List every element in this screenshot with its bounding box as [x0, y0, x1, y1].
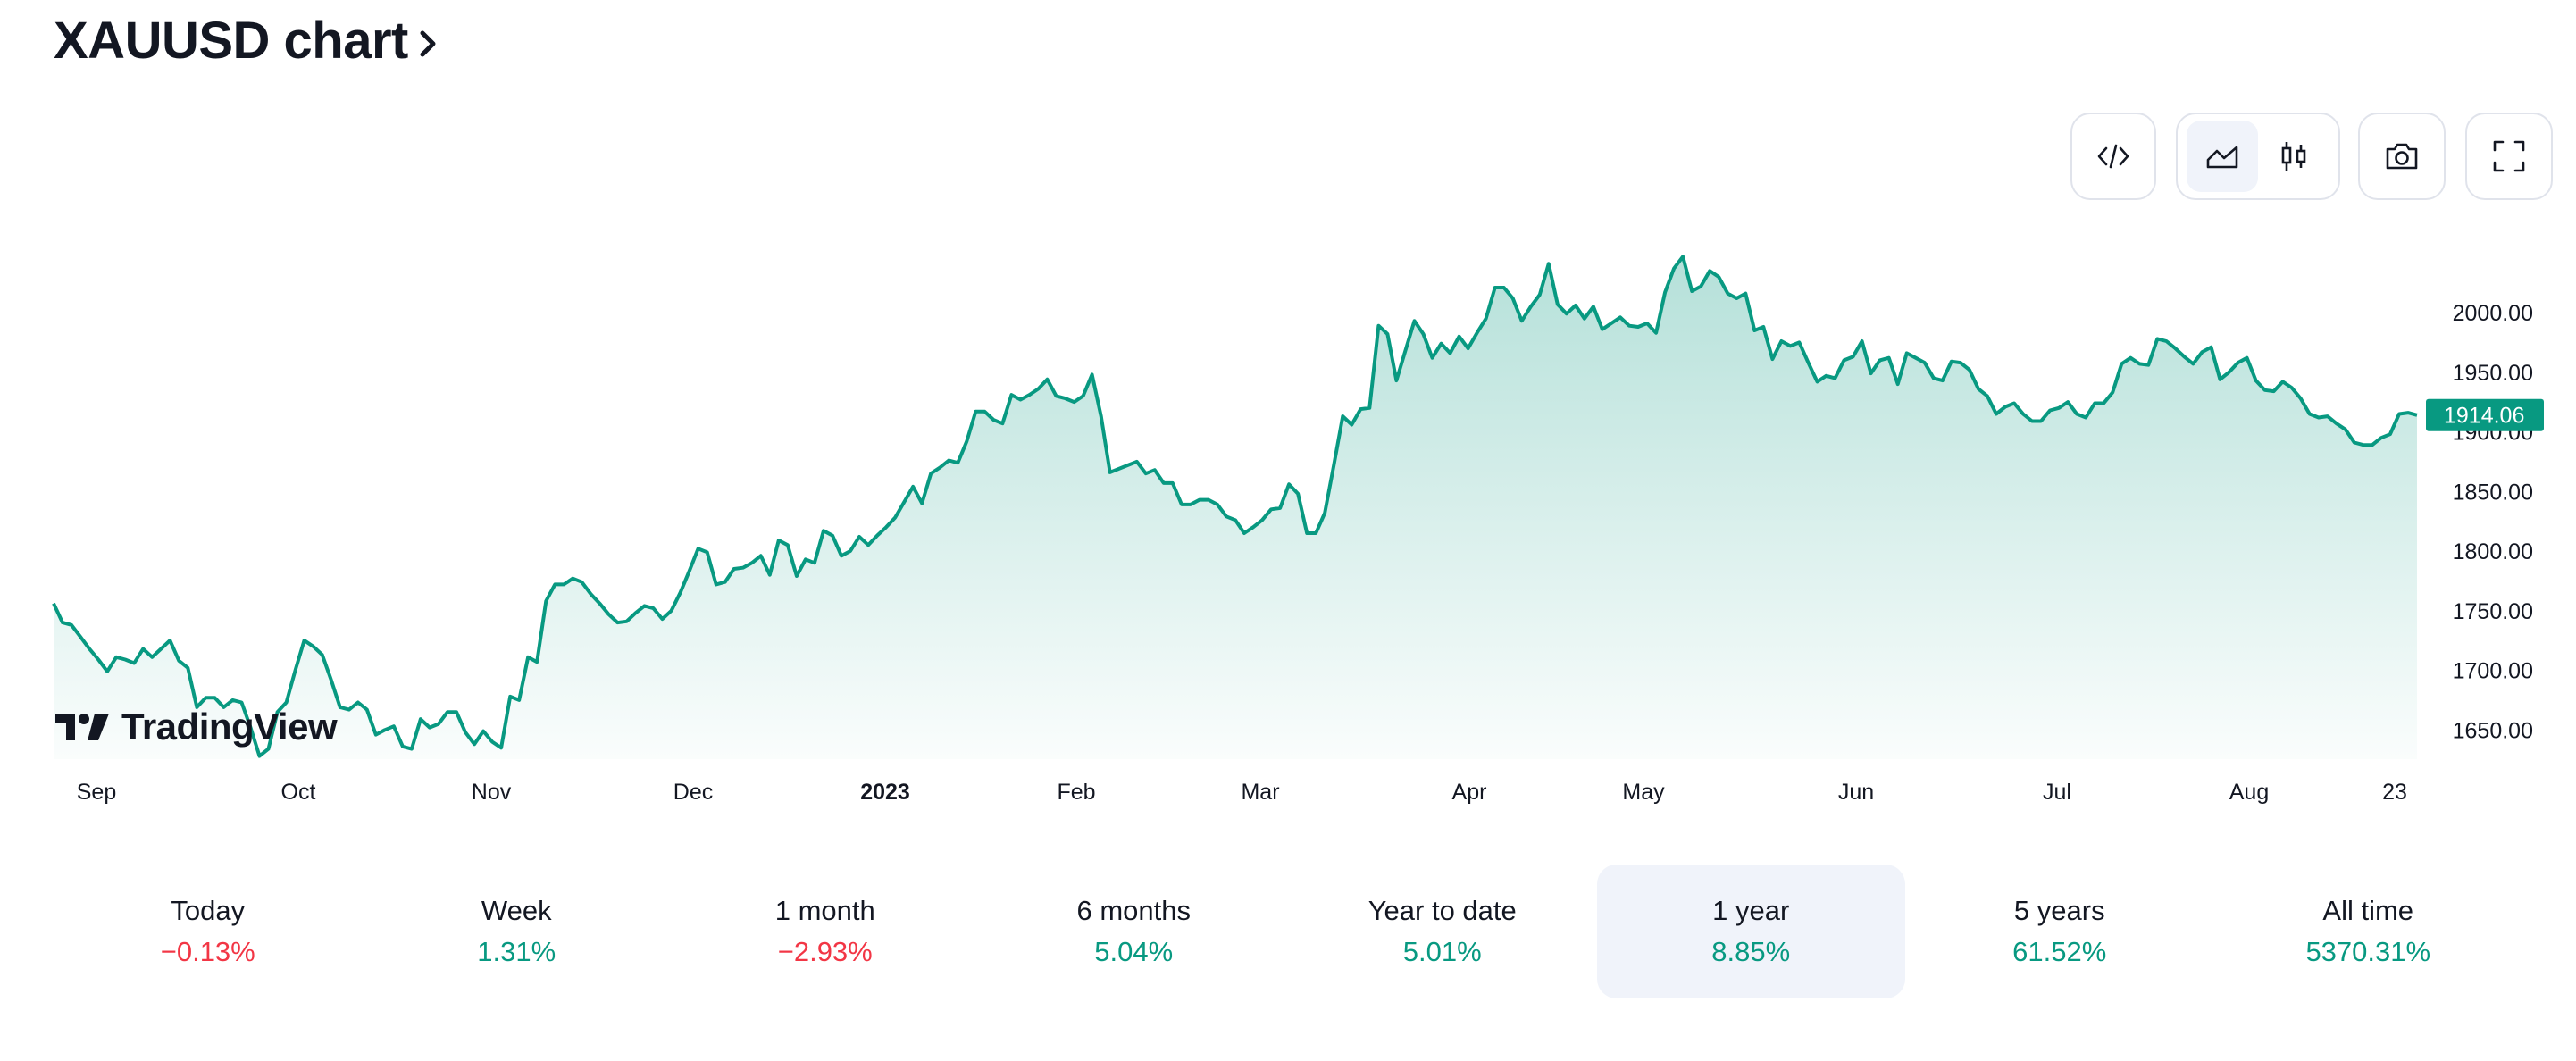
period-label: 1 month: [774, 895, 875, 926]
y-tick-label: 1800.00: [2453, 539, 2533, 564]
x-tick-label: Aug: [2229, 780, 2269, 805]
x-tick-label: May: [1622, 780, 1665, 805]
logo-text: TradingView: [121, 706, 338, 748]
period-change: −0.13%: [160, 936, 255, 967]
area-chart-icon: [2206, 146, 2238, 169]
period-label: 6 months: [1076, 895, 1191, 926]
x-tick-label: Sep: [77, 780, 116, 805]
period-1-year[interactable]: 1 year 8.85%: [1596, 865, 1905, 998]
period-6-months[interactable]: 6 months 5.04%: [980, 865, 1289, 998]
area-chart-button[interactable]: [2187, 121, 2258, 192]
x-tick-label: Apr: [1452, 780, 1487, 805]
x-tick-label: 23: [2382, 780, 2407, 805]
embed-button[interactable]: [2078, 121, 2149, 192]
y-tick-label: 1650.00: [2453, 718, 2533, 743]
snapshot-button[interactable]: [2366, 121, 2438, 192]
candlestick-icon: [2281, 142, 2306, 171]
period-today[interactable]: Today −0.13%: [54, 865, 363, 998]
period-change: 5370.31%: [2305, 936, 2431, 967]
y-axis: 2000.001950.001900.001850.001800.001750.…: [2453, 301, 2533, 743]
chart-title-link[interactable]: XAUUSD chart: [54, 7, 440, 74]
tradingview-logo-icon: [55, 714, 109, 740]
y-tick-label: 1750.00: [2453, 599, 2533, 624]
period-year-to-date[interactable]: Year to date 5.01%: [1288, 865, 1597, 998]
period-label: All time: [2322, 895, 2414, 926]
period-change: 1.31%: [477, 936, 556, 967]
x-tick-label: 2023: [860, 780, 910, 805]
period-label: 5 years: [2013, 895, 2105, 926]
period-1-month[interactable]: 1 month −2.93%: [671, 865, 980, 998]
price-chart[interactable]: 2000.001950.001900.001850.001800.001750.…: [0, 205, 2576, 813]
page-title: XAUUSD chart: [54, 12, 408, 70]
period-change: 8.85%: [1711, 936, 1791, 967]
period-label: Week: [481, 895, 552, 926]
period-all-time[interactable]: All time 5370.31%: [2214, 865, 2523, 998]
period-label: Year to date: [1367, 895, 1517, 926]
embed-toolbar: [2070, 113, 2156, 200]
price-area-fill: [54, 256, 2417, 759]
period-change: 5.04%: [1094, 936, 1174, 967]
y-tick-label: 1700.00: [2453, 659, 2533, 684]
tradingview-logo[interactable]: TradingView: [55, 706, 338, 748]
x-tick-label: Jun: [1838, 780, 1874, 805]
price-line: [52, 255, 2418, 758]
y-tick-label: 2000.00: [2453, 301, 2533, 326]
period-change: −2.93%: [777, 936, 873, 967]
performance-periods: Today −0.13% Week 1.31% 1 month −2.93% 6 month…: [54, 865, 2522, 998]
x-tick-label: Oct: [281, 780, 316, 805]
fullscreen-icon: [2493, 140, 2525, 172]
camera-icon: [2386, 143, 2418, 170]
svg-text:1914.06: 1914.06: [2444, 404, 2524, 429]
fullscreen-toolbar: [2465, 113, 2553, 200]
chevron-right-icon: [417, 14, 440, 74]
x-tick-label: Dec: [673, 780, 713, 805]
x-tick-label: Jul: [2043, 780, 2071, 805]
period-week[interactable]: Week 1.31%: [363, 865, 672, 998]
x-tick-label: Nov: [472, 780, 512, 805]
fullscreen-button[interactable]: [2473, 121, 2545, 192]
x-axis: Sep Oct Nov Dec 2023 Feb Mar Apr May Jun Jul Aug 23: [77, 780, 2407, 805]
y-tick-label: 1850.00: [2453, 480, 2533, 505]
period-5-years[interactable]: 5 years 61.52%: [1905, 865, 2214, 998]
x-tick-label: Mar: [1241, 780, 1279, 805]
y-tick-label: 1950.00: [2453, 361, 2533, 386]
snapshot-toolbar: [2358, 113, 2446, 200]
candlestick-chart-button[interactable]: [2258, 121, 2329, 192]
code-icon: [2097, 144, 2129, 169]
period-label: Today: [171, 895, 246, 926]
last-price-label: 1914.06: [2426, 398, 2544, 431]
period-label: 1 year: [1712, 895, 1790, 926]
period-change: 61.52%: [2012, 936, 2107, 967]
chart-style-toolbar: [2176, 113, 2340, 200]
period-change: 5.01%: [1402, 936, 1482, 967]
x-tick-label: Feb: [1057, 780, 1095, 805]
